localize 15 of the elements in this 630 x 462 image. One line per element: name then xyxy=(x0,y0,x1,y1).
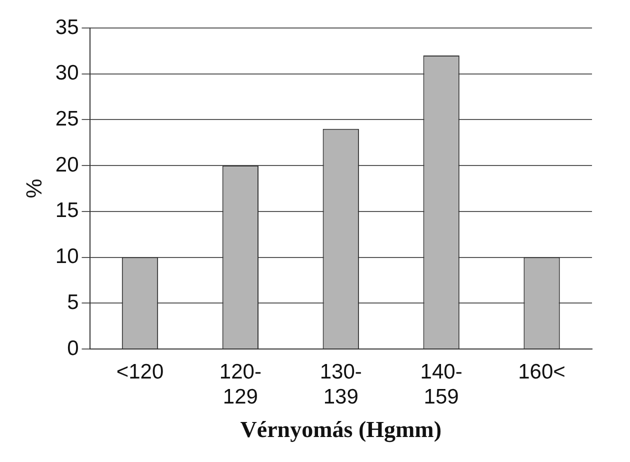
y-tick-label: 35 xyxy=(55,16,79,39)
y-tick-label: 5 xyxy=(67,290,79,314)
x-tick-label: <120 xyxy=(116,360,164,384)
y-tick-label: 0 xyxy=(67,336,79,360)
x-tick-label: 160< xyxy=(518,360,566,384)
x-tick-label: 120-129 xyxy=(219,360,262,409)
y-axis-title: % xyxy=(21,178,46,198)
y-tick-label: 30 xyxy=(55,62,79,85)
x-tick-label: 140-159 xyxy=(420,360,462,409)
y-tick-label: 10 xyxy=(55,245,79,268)
x-axis-title: Vérnyomás (Hgmm) xyxy=(240,417,442,444)
y-tick-label: 15 xyxy=(55,199,79,222)
x-tick-label: 130-139 xyxy=(320,360,362,409)
y-tick-label: 25 xyxy=(55,108,79,131)
y-tick-label: 20 xyxy=(55,153,79,176)
